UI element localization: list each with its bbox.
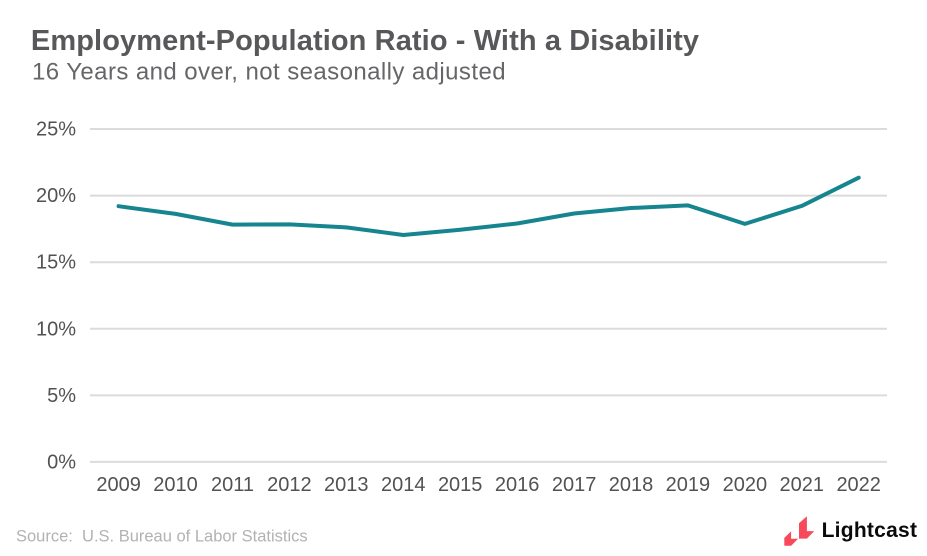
svg-text:Employment-Population Ratio -: Employment-Population Ratio - With a Dis… (31, 25, 699, 57)
svg-text:10%: 10% (36, 318, 76, 340)
svg-text:0%: 0% (47, 451, 76, 473)
svg-text:Source: U.S. Bureau of Labor: Source: U.S. Bureau of Labor Statistics (16, 527, 308, 545)
svg-text:2012: 2012 (267, 474, 312, 496)
svg-text:2017: 2017 (552, 474, 597, 496)
svg-text:2016: 2016 (495, 474, 540, 496)
svg-text:Lightcast: Lightcast (822, 519, 918, 542)
svg-text:15%: 15% (36, 252, 76, 274)
svg-text:2020: 2020 (723, 474, 768, 496)
svg-text:2018: 2018 (609, 474, 654, 496)
svg-text:2013: 2013 (324, 474, 369, 496)
svg-text:2019: 2019 (666, 474, 711, 496)
svg-text:25%: 25% (36, 119, 76, 141)
svg-text:2022: 2022 (836, 474, 881, 496)
svg-text:2021: 2021 (780, 474, 825, 496)
svg-text:5%: 5% (47, 385, 76, 407)
svg-text:2011: 2011 (211, 474, 254, 496)
svg-text:2010: 2010 (153, 474, 198, 496)
svg-text:2014: 2014 (381, 474, 426, 496)
svg-text:2009: 2009 (96, 474, 141, 496)
svg-text:2015: 2015 (438, 474, 483, 496)
svg-text:16 Years and over, not seasona: 16 Years and over, not seasonally adjust… (32, 58, 506, 85)
svg-text:20%: 20% (36, 185, 76, 207)
